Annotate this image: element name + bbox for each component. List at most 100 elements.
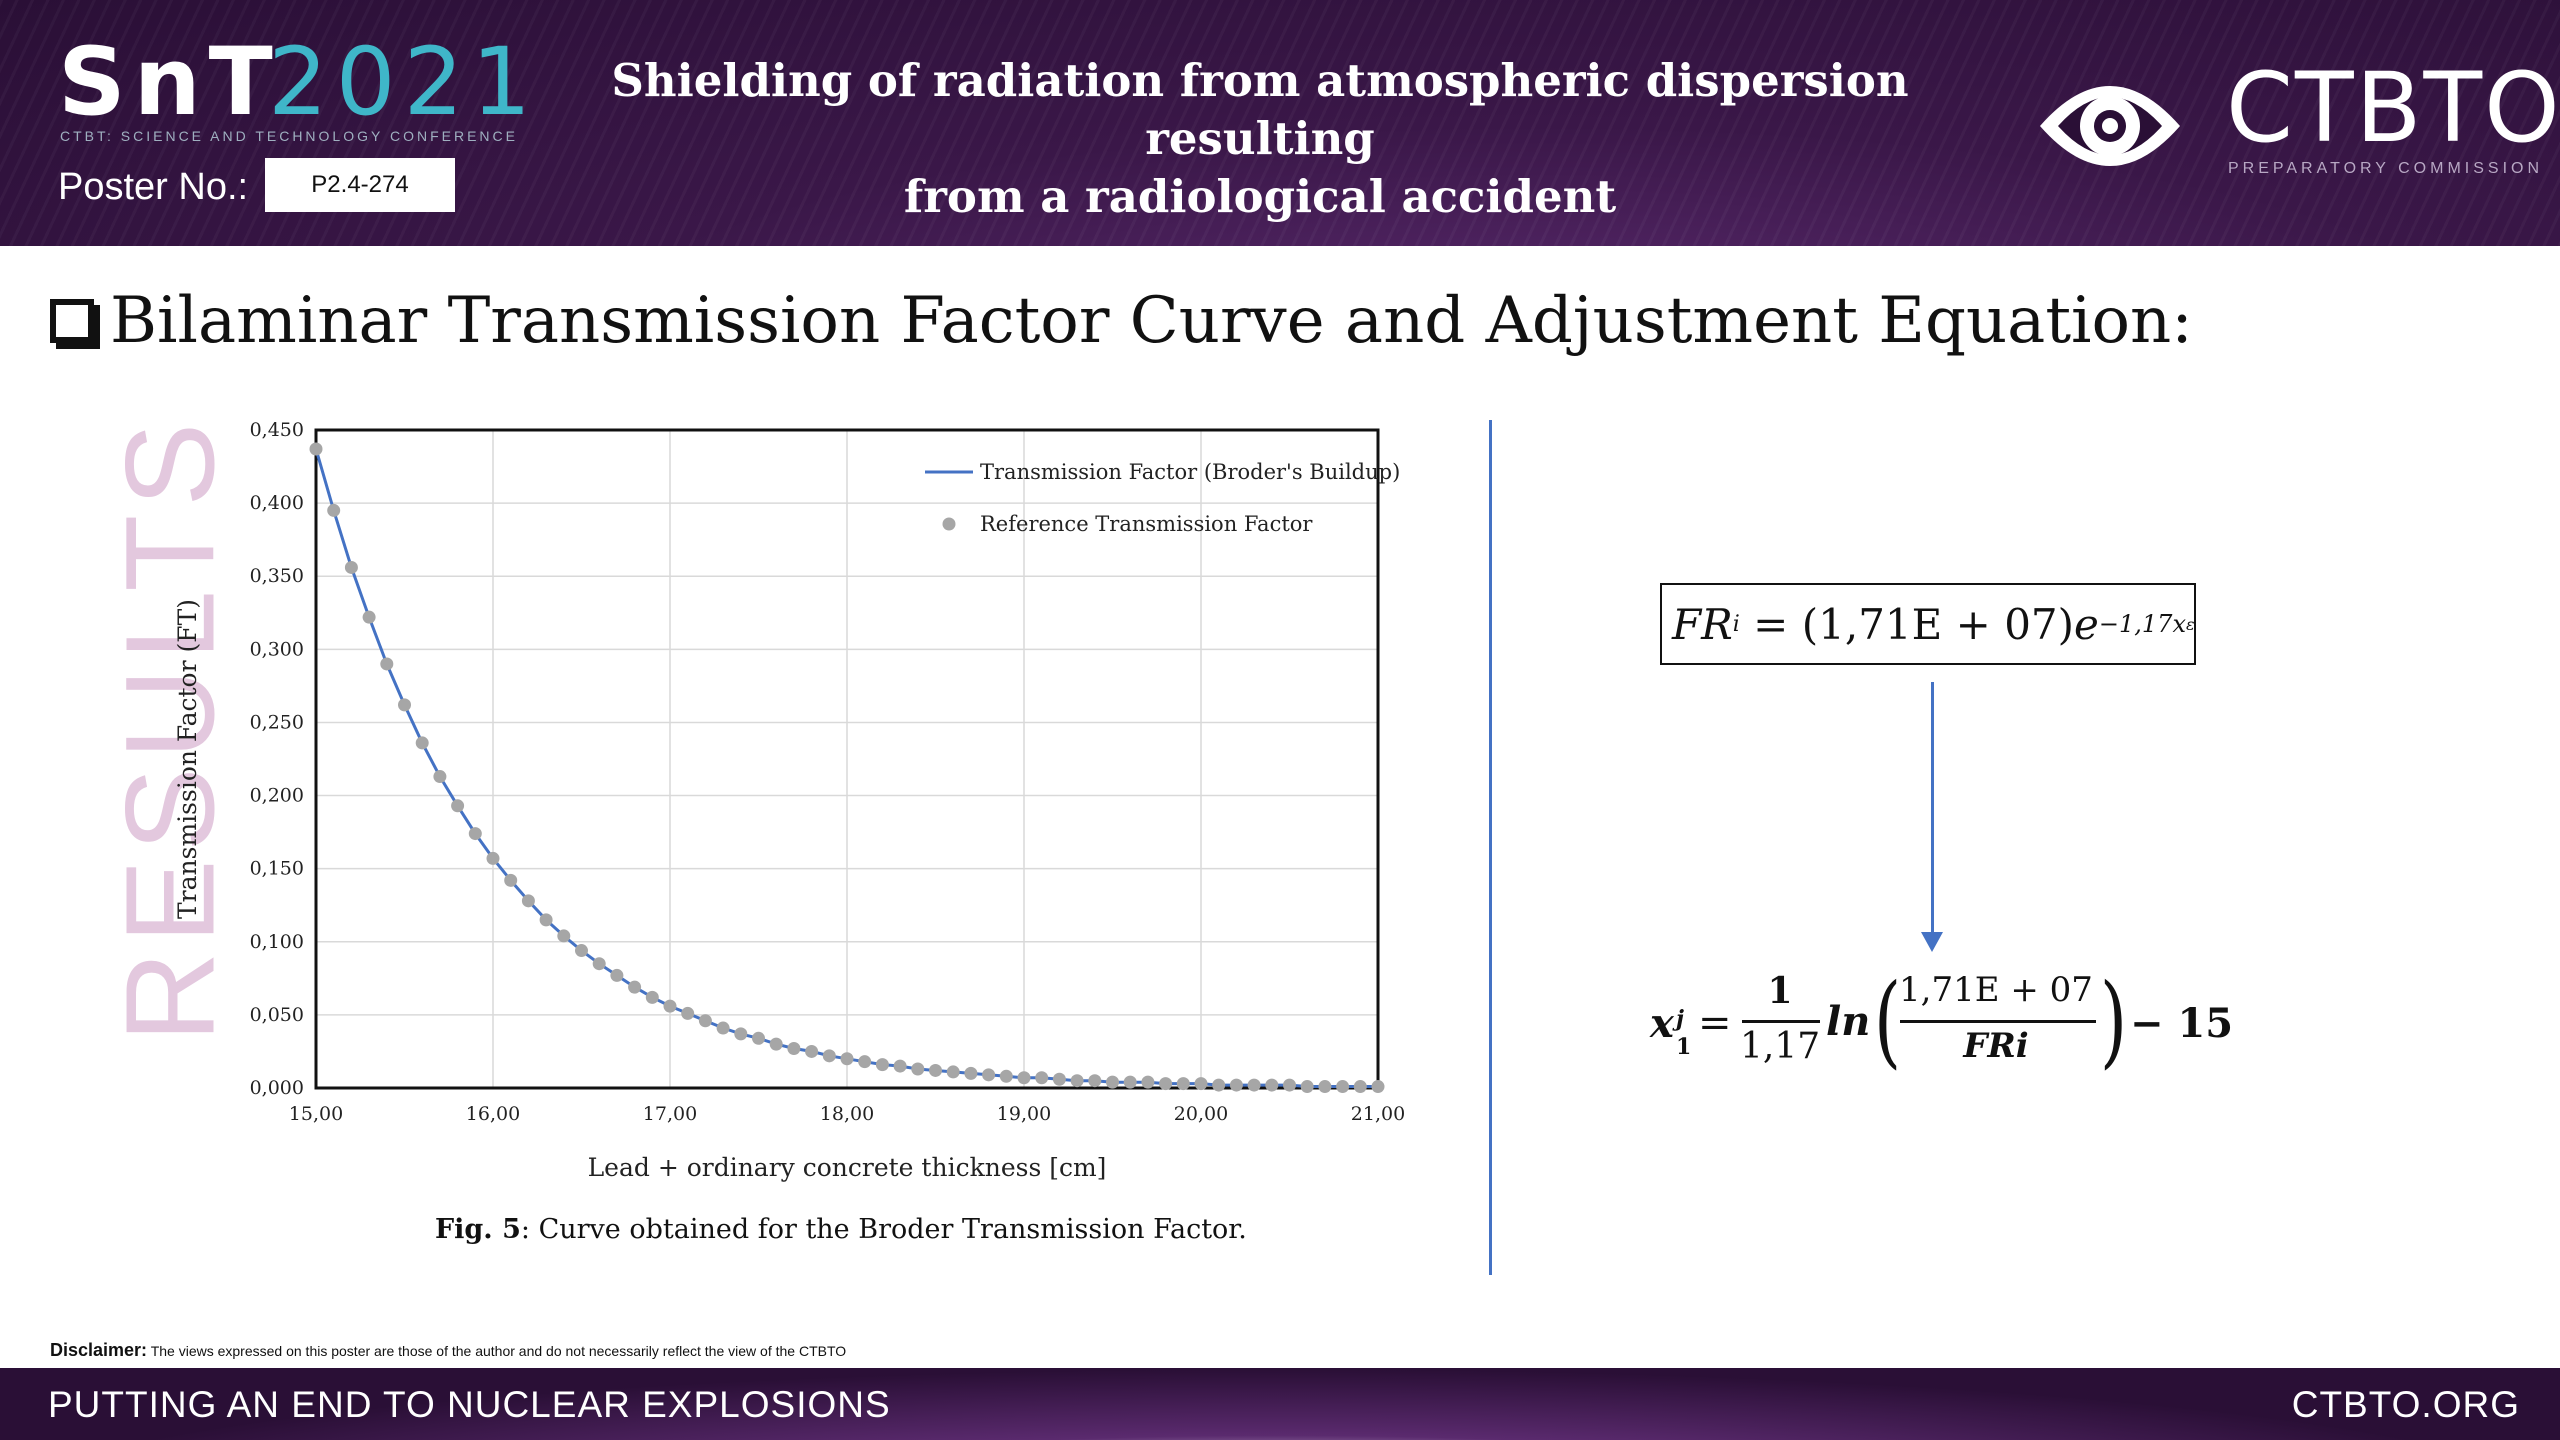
eye-logo-icon [2040, 86, 2180, 166]
y-tick-label: 0,000 [250, 1077, 304, 1099]
legend-dot-swatch [942, 517, 956, 531]
reference-point [769, 1037, 783, 1051]
eq1-lhs-subscript: i [1732, 611, 1740, 637]
reference-point [716, 1021, 730, 1035]
figure-caption: Fig. 5: Curve obtained for the Broder Tr… [435, 1214, 1247, 1245]
reference-point [1106, 1075, 1119, 1089]
reference-point [929, 1063, 942, 1077]
conference-subtitle: CTBT: SCIENCE AND TECHNOLOGY CONFERENCE [60, 128, 518, 144]
x-tick-label: 16,00 [466, 1103, 520, 1125]
reference-point [787, 1042, 801, 1056]
reference-point [1176, 1077, 1190, 1091]
reference-point [1123, 1075, 1137, 1089]
reference-point [575, 944, 588, 958]
reference-point [1035, 1071, 1049, 1085]
reference-point [858, 1055, 872, 1069]
eq1-exponent-subscript: ε [2185, 614, 2195, 634]
reference-point [1371, 1080, 1385, 1094]
reference-point [1247, 1078, 1261, 1092]
reference-point [433, 770, 447, 784]
y-axis-label: Transmission Factor (FT) [173, 599, 202, 919]
footer-slogan: PUTTING AN END TO NUCLEAR EXPLOSIONS [48, 1384, 891, 1425]
reference-point [504, 873, 518, 887]
poster-footer: PUTTING AN END TO NUCLEAR EXPLOSIONS CTB… [0, 1368, 2560, 1440]
reference-point [982, 1068, 996, 1082]
reference-point [840, 1052, 854, 1066]
x-tick-label: 15,00 [289, 1103, 343, 1125]
y-tick-label: 0,100 [250, 931, 304, 953]
reference-point [451, 799, 465, 813]
reference-point [875, 1058, 889, 1072]
x-tick-label: 20,00 [1174, 1103, 1228, 1125]
y-tick-label: 0,150 [250, 858, 304, 880]
eq2-variable-subscript: 1 [1676, 1034, 1692, 1060]
poster-number-box: P2.4-274 [265, 158, 455, 212]
x-tick-label: 17,00 [643, 1103, 697, 1125]
reference-point [681, 1006, 695, 1020]
reference-point [964, 1066, 978, 1080]
reference-point [663, 999, 677, 1013]
reference-point [1318, 1080, 1332, 1094]
reference-point [805, 1044, 819, 1058]
eq1-lhs: FR [1672, 599, 1733, 649]
y-tick-label: 0,300 [250, 638, 304, 660]
reference-point [1017, 1071, 1031, 1085]
reference-point [415, 736, 429, 750]
reference-point [362, 610, 376, 624]
reference-point [946, 1065, 960, 1079]
reference-point [327, 503, 341, 517]
eq2-variable-superscript: j [1676, 1006, 1684, 1032]
disclaimer-text: The views expressed on this poster are t… [150, 1343, 847, 1359]
legend-label-reference: Reference Transmission Factor [980, 512, 1313, 536]
eq2-fraction1-numerator: 1 [1767, 970, 1793, 1012]
checkbox-icon [50, 299, 94, 343]
reference-point [380, 657, 394, 671]
poster-number-label: Poster No.: [58, 166, 249, 208]
reference-point [911, 1062, 925, 1076]
reference-point [999, 1069, 1013, 1083]
figure-caption-text: : Curve obtained for the Broder Transmis… [520, 1214, 1247, 1245]
legend-label-broder: Transmission Factor (Broder's Buildup) [980, 460, 1400, 484]
disclaimer-label: Disclaimer: [50, 1340, 148, 1360]
eq2-fraction1-bar [1742, 1020, 1820, 1023]
reference-point [628, 980, 642, 994]
reference-point [1336, 1080, 1350, 1094]
column-divider [1489, 420, 1492, 1275]
transmission-factor-chart: 15,00 16,00 17,00 18,00 19,00 20,00 21,00 0,000… [173, 419, 1405, 1182]
reference-point [1088, 1074, 1102, 1088]
reference-point [398, 698, 411, 712]
reference-point [1141, 1075, 1155, 1089]
reference-point [1212, 1078, 1226, 1092]
eq2-equals: = [1698, 1000, 1732, 1046]
eq1-exponent: −1,17x [2098, 610, 2186, 638]
eq1-equals: = [1753, 599, 1789, 649]
reference-point [344, 560, 358, 574]
title-line-1: Shielding of radiation from atmospheric … [611, 54, 1909, 165]
reference-point [822, 1049, 836, 1063]
poster-title: Shielding of radiation from atmospheric … [510, 52, 2010, 226]
y-tick-label: 0,050 [250, 1004, 304, 1026]
reference-point [610, 968, 624, 982]
y-tick-label: 0,400 [250, 492, 304, 514]
ctbto-name: CTBTO [2226, 52, 2560, 164]
y-tick-label: 0,350 [250, 565, 304, 587]
reference-point [1353, 1080, 1367, 1094]
eq1-coefficient: (1,71E + 07) [1801, 599, 2075, 649]
figure-label: Fig. 5 [435, 1214, 521, 1245]
reference-point [698, 1014, 712, 1028]
reference-point [752, 1031, 765, 1045]
eq2-fraction1-denominator: 1,17 [1740, 1026, 1821, 1067]
reference-point [1194, 1077, 1208, 1091]
reference-point [468, 827, 482, 841]
reference-point [1052, 1072, 1066, 1086]
thickness-equation: x j 1 = 1 1,17 ln ( 1,71E + 07 FRi ) − 1… [1650, 962, 2250, 1079]
snt-year: 2021 [268, 28, 540, 137]
ctbto-subtitle: PREPARATORY COMMISSION [2228, 160, 2544, 177]
reference-point [734, 1027, 748, 1041]
plot-frame [314, 428, 1380, 1090]
x-tick-label: 21,00 [1351, 1103, 1405, 1125]
eq2-right-paren: ) [2099, 962, 2128, 1079]
y-tick-label: 0,250 [250, 711, 304, 733]
eq2-tail: − 15 [2130, 1000, 2234, 1047]
reference-point [1159, 1077, 1173, 1091]
